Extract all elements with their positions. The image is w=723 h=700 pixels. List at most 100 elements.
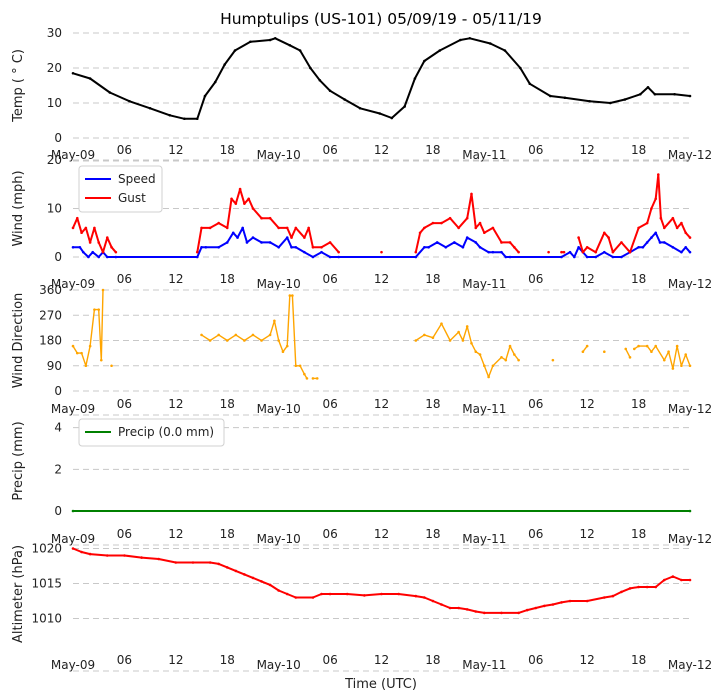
wind-data-point: [620, 255, 623, 259]
wind-data-point: [200, 246, 203, 249]
wind_direction-data-point: [478, 353, 482, 356]
wind-data-point: [260, 241, 263, 244]
wind_direction-data-point: [632, 347, 636, 351]
wind_direction-data-point: [461, 339, 465, 342]
wind_direction-data-point: [551, 358, 555, 362]
wind_direction-data-point: [225, 339, 229, 342]
wind-data-point: [303, 236, 306, 239]
temp-data-point: [298, 49, 302, 52]
temp-data-point: [468, 36, 472, 40]
wind_direction-data-point: [491, 364, 495, 368]
wind-data-point: [418, 231, 422, 235]
altimeter-series-altimeter-line: [72, 547, 690, 614]
wind-data-point: [93, 226, 96, 230]
wind_direction-data-point: [234, 333, 238, 337]
wind_direction-data-point: [414, 339, 418, 342]
wind_direction-panel: 0 90 180 270 360 May-09 06 12 18 May-10 06 12 18 May-…: [11, 283, 712, 416]
wind-data-point: [562, 250, 566, 254]
wind-data-point: [650, 236, 653, 239]
altimeter-data-point: [243, 573, 246, 576]
wind-data-point: [200, 226, 203, 230]
x-tick-label: 12: [168, 653, 183, 667]
precip-panel: 0 2 4 May-09 06 12 18 May-10 06 12 18 May-11 06 12 18 M…: [11, 418, 712, 546]
wind-data-point: [607, 236, 610, 239]
x-tick-label: 12: [580, 143, 595, 157]
wind-data-point: [105, 236, 109, 239]
wind-data-point: [560, 255, 563, 259]
x-tick-label: May-12: [668, 402, 712, 416]
wind-data-point: [307, 226, 310, 230]
wind-data-point: [225, 241, 229, 244]
wind-data-point: [427, 246, 430, 249]
x-tick-label: May-12: [668, 148, 712, 162]
wind-data-point: [231, 231, 235, 235]
altimeter-data-point: [603, 596, 606, 599]
temp-data-point: [653, 92, 657, 96]
wind-data-point: [290, 236, 293, 239]
y-tick-label: 270: [39, 308, 62, 322]
wind-data-point: [680, 221, 683, 225]
altimeter-data-point: [251, 576, 255, 580]
temp-data-point: [288, 43, 292, 47]
x-tick-label: May-11: [462, 532, 506, 546]
wind-data-point: [611, 255, 615, 259]
y-tick-label: 90: [47, 359, 62, 373]
wind-data-point: [75, 216, 79, 220]
wind-data-point: [105, 255, 109, 259]
wind_direction-data-point: [291, 294, 294, 297]
wind_direction-data-point: [688, 364, 692, 368]
wind_direction-data-point: [281, 350, 285, 354]
x-tick-label: 12: [580, 653, 595, 667]
wind-data-point: [260, 216, 263, 220]
wind-data-point: [328, 255, 332, 259]
y-tick-label: 4: [54, 421, 62, 435]
wind-data-point: [654, 197, 658, 201]
wind_direction-data-point: [684, 353, 688, 356]
temp-data-point: [128, 99, 131, 103]
wind-series-gust-line: [577, 173, 691, 254]
x-tick-label: 18: [425, 272, 440, 286]
wind-data-point: [620, 241, 623, 244]
x-tick-label: 06: [117, 653, 132, 667]
wind-data-point: [448, 216, 452, 220]
wind-data-point: [84, 226, 88, 230]
wind_direction-data-point: [517, 358, 520, 362]
wind_direction-data-point: [581, 350, 585, 354]
wind-data-point: [585, 255, 589, 259]
y-tick-label: 360: [39, 283, 62, 297]
temp-data-point: [588, 99, 592, 103]
y-tick-label: 0: [54, 250, 62, 264]
altimeter-data-point: [208, 561, 212, 564]
temp-data-point: [519, 66, 522, 70]
wind-data-point: [641, 246, 645, 249]
altimeter-data-point: [671, 575, 675, 578]
altimeter-data-point: [277, 589, 280, 592]
altimeter-data-point: [637, 585, 640, 589]
temp-data-point: [646, 85, 650, 89]
x-tick-label: May-09: [51, 277, 95, 291]
x-tick-label: May-09: [51, 658, 95, 672]
x-tick-label: 12: [168, 527, 183, 541]
wind_direction-data-point: [500, 356, 503, 359]
wind_direction-data-point: [88, 344, 92, 348]
wind-data-point: [508, 241, 512, 244]
altimeter-data-point: [328, 592, 332, 596]
altimeter-data-point: [380, 592, 383, 596]
altimeter-data-point: [680, 578, 683, 582]
y-axis-label: Temp ( ° C): [11, 49, 26, 123]
altimeter-data-point: [80, 550, 83, 554]
altimeter-data-point: [431, 599, 435, 603]
x-tick-label: 06: [322, 653, 337, 667]
y-tick-label: 10: [47, 96, 62, 110]
wind_direction-data-point: [260, 339, 263, 342]
wind-data-point: [444, 246, 448, 249]
x-tick-label: 12: [580, 527, 595, 541]
wind_direction-data-point: [243, 339, 246, 342]
altimeter-data-point: [645, 585, 649, 589]
wind-data-point: [513, 246, 516, 249]
x-tick-label: May-09: [51, 402, 95, 416]
wind-data-point: [87, 255, 90, 259]
wind-data-point: [247, 197, 250, 201]
temp-data-point: [273, 36, 277, 40]
